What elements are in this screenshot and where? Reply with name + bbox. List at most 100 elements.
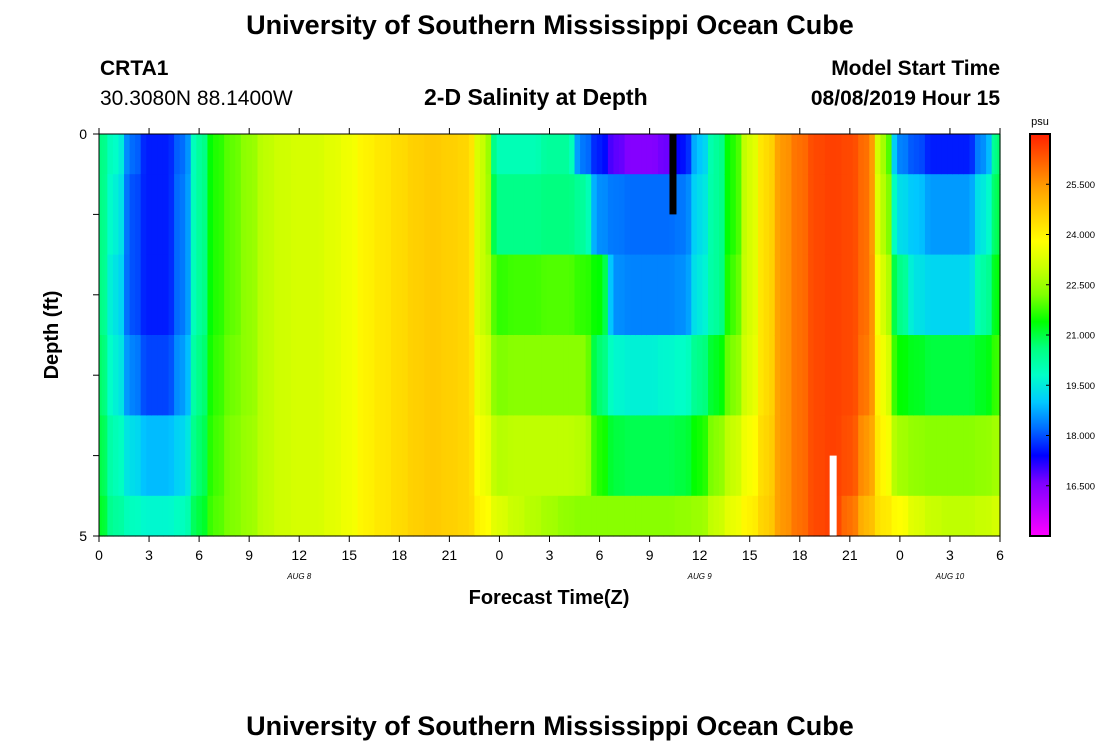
heatmap-cell	[735, 335, 742, 416]
heatmap-cell	[457, 335, 464, 416]
heatmap-cell	[607, 254, 615, 336]
heatmap-cell	[213, 495, 220, 537]
heatmap-cell	[496, 134, 503, 175]
heatmap-cell	[346, 134, 353, 175]
heatmap-cell	[986, 415, 993, 497]
heatmap-cell	[808, 415, 815, 497]
heatmap-cell	[913, 174, 920, 256]
heatmap-cell	[952, 415, 959, 497]
heatmap-cell	[630, 254, 637, 336]
heatmap-cell	[619, 495, 626, 537]
heatmap-cell	[491, 134, 498, 175]
heatmap-cell	[185, 134, 192, 175]
heatmap-cell	[224, 134, 231, 175]
heatmap-cell	[980, 495, 987, 537]
date-label: AUG 9	[687, 572, 713, 581]
x-tick-label: 3	[145, 547, 153, 563]
heatmap-cell	[446, 174, 453, 256]
heatmap-cell	[724, 495, 731, 537]
heatmap-cell	[390, 335, 398, 416]
heatmap-cell	[146, 134, 153, 175]
heatmap-cell	[518, 254, 526, 336]
heatmap-cell	[452, 134, 459, 175]
heatmap-cell	[613, 174, 620, 256]
heatmap-cell	[379, 174, 387, 256]
heatmap-cell	[763, 335, 770, 416]
heatmap-cell	[502, 415, 509, 497]
heatmap-cell	[424, 495, 431, 537]
heatmap-cell	[947, 415, 954, 497]
heatmap-cell	[418, 335, 425, 416]
heatmap-cell	[880, 495, 887, 537]
heatmap-cell	[457, 174, 464, 256]
heatmap-cell	[251, 335, 259, 416]
heatmap-cell	[218, 495, 225, 537]
heatmap-cell	[552, 254, 559, 336]
heatmap-cell	[808, 495, 815, 537]
heatmap-cell	[107, 495, 114, 537]
heatmap-cell	[952, 335, 959, 416]
heatmap-cell	[296, 174, 303, 256]
heatmap-cell	[674, 134, 681, 175]
heatmap-cell	[835, 134, 843, 175]
heatmap-cell	[780, 415, 787, 497]
heatmap-cell	[752, 495, 759, 537]
heatmap-cell	[168, 495, 175, 537]
heatmap-cell	[396, 335, 403, 416]
heatmap-cell	[290, 254, 298, 336]
heatmap-cell	[413, 495, 420, 537]
heatmap-cell	[457, 134, 464, 175]
heatmap-cell	[535, 174, 542, 256]
heatmap-cell	[619, 134, 626, 175]
heatmap-cell	[507, 495, 514, 537]
heatmap-cell	[741, 335, 748, 416]
heatmap-cell	[763, 415, 770, 497]
heatmap-cell	[802, 174, 809, 256]
heatmap-cell	[157, 174, 164, 256]
heatmap-cell	[574, 495, 581, 537]
heatmap-cell	[285, 335, 292, 416]
heatmap-cell	[146, 174, 153, 256]
heatmap-cell	[924, 134, 932, 175]
heatmap-cell	[524, 415, 531, 497]
model-start-label: Model Start Time	[831, 57, 1000, 80]
heatmap-cell	[207, 335, 214, 416]
heatmap-cell	[363, 415, 370, 497]
heatmap-cell	[602, 415, 609, 497]
heatmap-cell	[702, 335, 709, 416]
date-label: AUG 8	[286, 572, 312, 581]
heatmap-cell	[112, 174, 120, 256]
heatmap-cell	[452, 174, 459, 256]
heatmap-cell	[652, 415, 659, 497]
heatmap-cell	[808, 134, 815, 175]
heatmap-cell	[663, 495, 670, 537]
heatmap-cell	[863, 254, 870, 336]
heatmap-cell	[502, 335, 509, 416]
heatmap-cell	[994, 254, 998, 336]
heatmap-cell	[813, 415, 820, 497]
heatmap-cell	[680, 495, 687, 537]
heatmap-cell	[619, 254, 626, 336]
heatmap-cell	[841, 415, 848, 497]
heatmap-cell	[591, 415, 598, 497]
heatmap-cell	[352, 254, 359, 336]
heatmap-cell	[847, 335, 854, 416]
heatmap-cell	[930, 174, 937, 256]
heatmap-cell	[513, 134, 520, 175]
heatmap-cell	[819, 174, 826, 256]
heatmap-cell	[251, 134, 259, 175]
heatmap-cell	[418, 134, 425, 175]
heatmap-cell	[235, 415, 242, 497]
heatmap-cell	[835, 335, 843, 416]
heatmap-cell	[852, 174, 859, 256]
heatmap-cell	[674, 174, 681, 256]
heatmap-cell	[813, 335, 820, 416]
heatmap-cell	[124, 495, 131, 537]
heatmap-cell	[235, 335, 242, 416]
heatmap-cell	[685, 254, 692, 336]
heatmap-cell	[958, 415, 965, 497]
heatmap-cell	[318, 254, 325, 336]
heatmap-cell	[941, 495, 948, 537]
heatmap-cell	[468, 335, 476, 416]
time-markers	[669, 134, 837, 536]
